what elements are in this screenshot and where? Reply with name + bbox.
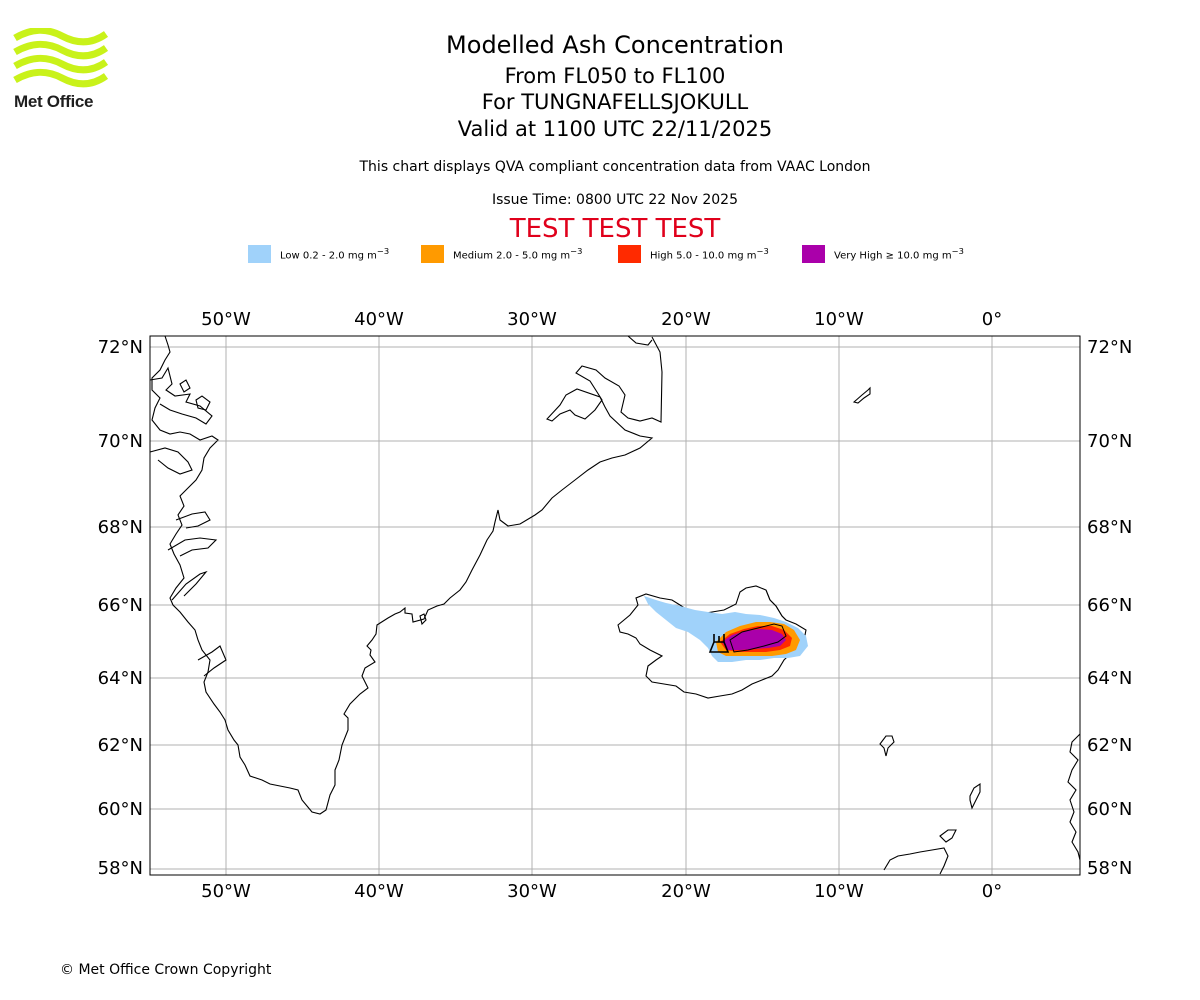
legend-swatch-medium bbox=[421, 245, 444, 263]
issue-time: Issue Time: 0800 UTC 22 Nov 2025 bbox=[491, 192, 739, 208]
flight-level-range: From FL050 to FL100 bbox=[504, 64, 726, 88]
lon-label-bottom: 30°W bbox=[507, 881, 557, 902]
volcano-marker bbox=[708, 634, 730, 653]
lat-label-right: 70°N bbox=[1087, 431, 1132, 452]
lon-label-top: 10°W bbox=[814, 309, 864, 330]
volcano-icon bbox=[708, 634, 730, 653]
lon-label-bottom: 10°W bbox=[814, 881, 864, 902]
lat-label-right: 58°N bbox=[1087, 858, 1132, 879]
lon-label-bottom: 40°W bbox=[354, 881, 404, 902]
legend-unit-very-high: −3 bbox=[951, 246, 964, 256]
greenland-fjord-1 bbox=[149, 366, 213, 425]
scotland-north bbox=[883, 847, 949, 875]
lat-label-right: 68°N bbox=[1087, 517, 1132, 538]
lat-label-right: 60°N bbox=[1087, 799, 1132, 820]
lon-label-top: 40°W bbox=[354, 309, 404, 330]
legend-swatch-very-high bbox=[802, 245, 825, 263]
island-greenland-b bbox=[195, 395, 211, 411]
lon-label-top: 0° bbox=[982, 309, 1002, 330]
lon-label-bottom: 0° bbox=[982, 881, 1002, 902]
lat-label-right: 64°N bbox=[1087, 668, 1132, 689]
legend-unit-medium: −3 bbox=[570, 246, 583, 256]
greenland-fjord-3 bbox=[175, 511, 211, 529]
greenland-coast bbox=[151, 335, 663, 815]
legend-unit-high: −3 bbox=[756, 246, 769, 256]
lat-label-right: 72°N bbox=[1087, 337, 1132, 358]
lat-label-left: 66°N bbox=[98, 595, 143, 616]
lon-label-top: 20°W bbox=[661, 309, 711, 330]
lon-label-bottom: 20°W bbox=[661, 881, 711, 902]
legend-label-low: Low 0.2 - 2.0 mg m bbox=[280, 250, 377, 262]
legend-swatch-low bbox=[248, 245, 271, 263]
shetland bbox=[969, 782, 981, 810]
glacier-outline bbox=[729, 623, 787, 653]
greenland-fjord-4 bbox=[167, 537, 218, 557]
lat-label-left: 72°N bbox=[98, 337, 143, 358]
lat-label-left: 62°N bbox=[98, 735, 143, 756]
legend-label-medium: Medium 2.0 - 5.0 mg m bbox=[453, 250, 571, 262]
faroe-islands bbox=[879, 735, 895, 757]
valid-time: Valid at 1100 UTC 22/11/2025 bbox=[457, 117, 773, 141]
lat-label-left: 60°N bbox=[98, 799, 143, 820]
greenland-fjord-6 bbox=[197, 645, 227, 677]
coastlines bbox=[149, 335, 1081, 875]
graticule bbox=[150, 336, 1080, 875]
lat-label-right: 62°N bbox=[1087, 735, 1132, 756]
island-greenland-a bbox=[419, 613, 427, 626]
logo-wordmark: Met Office bbox=[14, 92, 94, 111]
legend-label-very-high: Very High ≥ 10.0 mg m bbox=[834, 250, 952, 262]
lat-label-left: 70°N bbox=[98, 431, 143, 452]
lat-labels-right: 72°N 70°N 68°N 66°N 64°N 62°N 60°N 58°N bbox=[1087, 337, 1132, 879]
iceland-coast-overlay bbox=[765, 589, 787, 621]
lon-label-bottom: 50°W bbox=[201, 881, 251, 902]
lat-label-left: 64°N bbox=[98, 668, 143, 689]
test-banner: TEST TEST TEST bbox=[509, 214, 721, 244]
lon-label-top: 30°W bbox=[507, 309, 557, 330]
legend-swatch-high bbox=[618, 245, 641, 263]
wave-logo-icon bbox=[13, 26, 109, 88]
volcano-name: For TUNGNAFELLSJOKULL bbox=[481, 90, 749, 114]
norway-coast bbox=[1067, 733, 1081, 861]
lat-label-left: 68°N bbox=[98, 517, 143, 538]
legend-unit-low: −3 bbox=[376, 246, 390, 256]
chart-title: Modelled Ash Concentration bbox=[446, 31, 784, 59]
coast-overlay bbox=[729, 589, 787, 653]
map-frame bbox=[149, 335, 1081, 876]
jan-mayen bbox=[852, 386, 871, 404]
lat-label-right: 66°N bbox=[1087, 595, 1132, 616]
legend-label-high: High 5.0 - 10.0 mg m bbox=[650, 250, 757, 262]
met-office-logo bbox=[12, 26, 112, 114]
greenland-fjord-2 bbox=[149, 447, 193, 475]
lon-labels-bottom: 50°W 40°W 30°W 20°W 10°W 0° bbox=[201, 881, 1002, 902]
lat-label-left: 58°N bbox=[98, 858, 143, 879]
lat-labels-left: 72°N 70°N 68°N 66°N 64°N 62°N 60°N 58°N bbox=[98, 337, 143, 879]
qva-subtitle: This chart displays QVA compliant concen… bbox=[359, 159, 871, 175]
lon-label-top: 50°W bbox=[201, 309, 251, 330]
copyright: © Met Office Crown Copyright bbox=[60, 962, 272, 978]
island-greenland-c bbox=[179, 379, 191, 393]
orkney bbox=[939, 829, 957, 843]
lon-labels-top: 50°W 40°W 30°W 20°W 10°W 0° bbox=[201, 309, 1002, 330]
greenland-fjord-5 bbox=[171, 570, 208, 601]
